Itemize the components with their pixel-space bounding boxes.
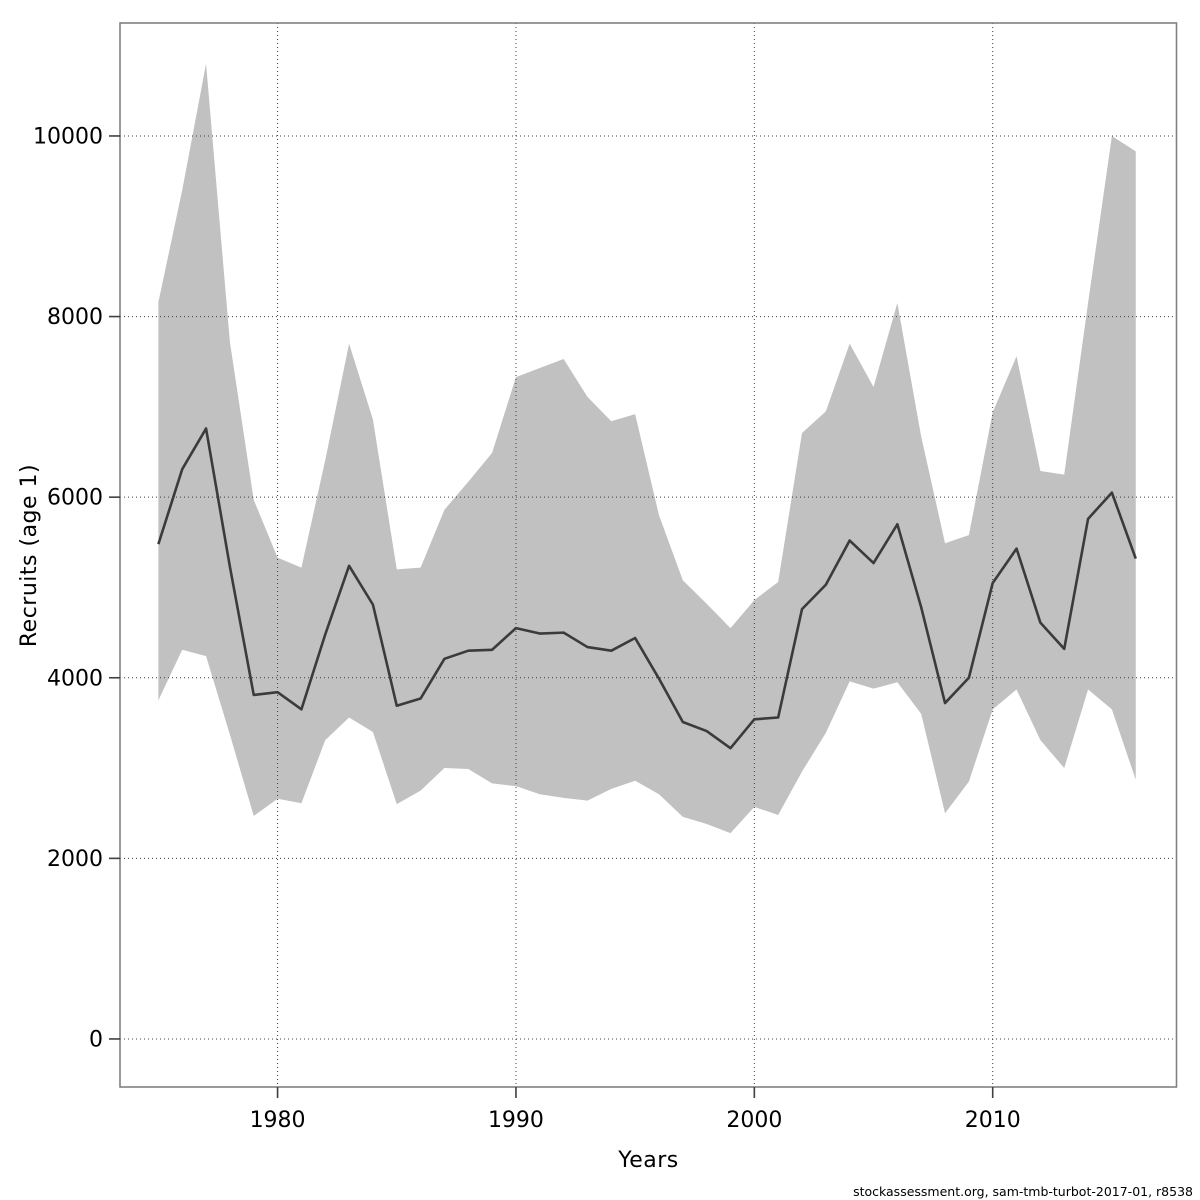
x-tick-label: 1980 — [250, 1108, 306, 1133]
y-tick-label: 8000 — [47, 305, 103, 330]
y-tick-label: 0 — [89, 1027, 103, 1052]
watermark-text: stockassessment.org, sam-tmb-turbot-2017… — [853, 1184, 1193, 1199]
median-line — [157, 427, 1137, 750]
confidence-band — [158, 63, 1136, 834]
x-tick-label: 1990 — [488, 1108, 544, 1133]
x-tick-label: 2010 — [965, 1108, 1021, 1133]
y-tick-label: 2000 — [47, 847, 103, 872]
x-tick-label: 2000 — [726, 1108, 782, 1133]
y-tick-label: 10000 — [33, 124, 103, 149]
x-axis-title: Years — [618, 1148, 679, 1173]
y-tick-label: 4000 — [47, 666, 103, 691]
y-tick-label: 6000 — [47, 486, 103, 511]
y-axis-title: Recruits (age 1) — [10, 23, 50, 1087]
plot-frame — [119, 22, 1178, 1088]
y-axis-title-text: Recruits (age 1) — [17, 463, 43, 647]
